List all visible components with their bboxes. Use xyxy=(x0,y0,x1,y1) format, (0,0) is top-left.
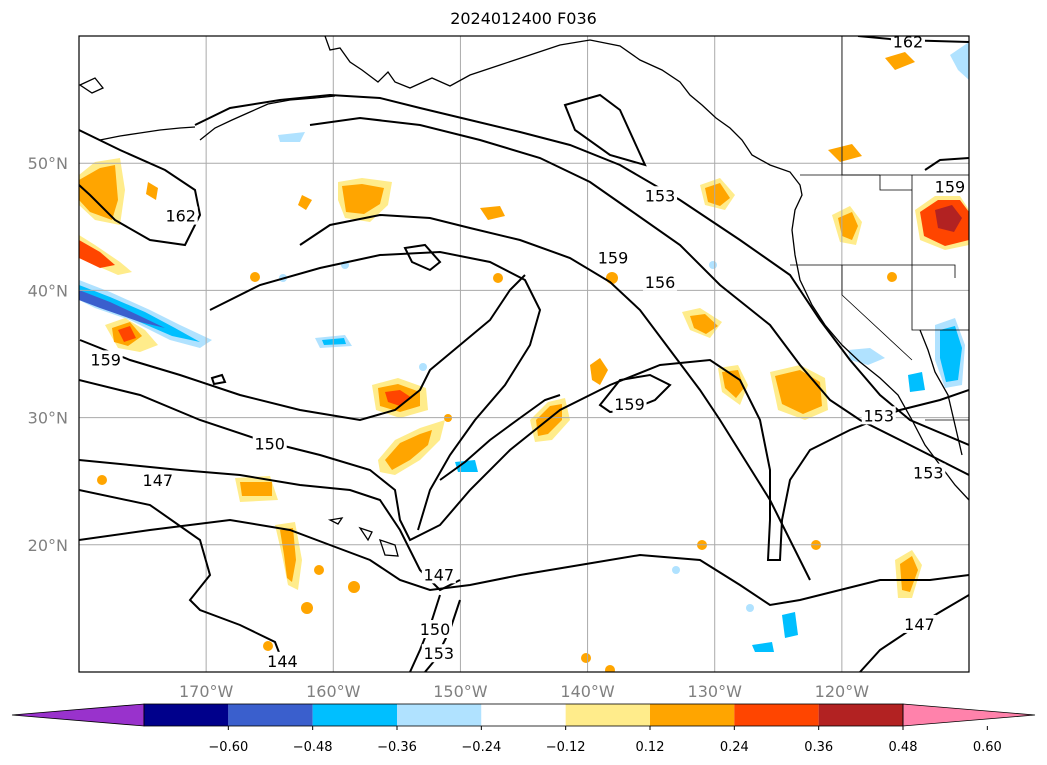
contour-label: 153 xyxy=(863,406,894,425)
height-contours xyxy=(79,36,969,672)
contour-label: 153 xyxy=(913,464,944,483)
contour-label: 147 xyxy=(424,565,455,584)
contour-label: 159 xyxy=(935,177,966,196)
lat-label: 30°N xyxy=(28,409,68,428)
contour-label-bg xyxy=(612,394,647,413)
contour-label: 159 xyxy=(614,395,645,414)
contour-label-bg xyxy=(911,463,946,482)
lon-label: 120°W xyxy=(815,682,870,701)
contour-label: 147 xyxy=(143,471,174,490)
contour-label-bg xyxy=(418,620,452,639)
colorbar-segment xyxy=(228,704,313,726)
contour-label-bg xyxy=(643,272,678,291)
contour-label-bg xyxy=(932,177,967,196)
contour-label: 162 xyxy=(165,207,196,226)
colorbar-tick-label: 0.36 xyxy=(804,740,833,755)
contour-label-bg xyxy=(265,651,300,670)
contour-label: 159 xyxy=(598,249,629,268)
colorbar-tick-label: 0.48 xyxy=(889,740,918,755)
colorbar-frame xyxy=(143,703,904,727)
contour-label: 153 xyxy=(645,186,676,205)
colorbar-segment xyxy=(565,704,650,726)
colorbar-tick-label: −0.36 xyxy=(377,740,417,755)
contour-label-bg xyxy=(421,565,456,584)
plot-frame xyxy=(78,35,970,673)
longitude-labels: 170°W 160°W 150°W 140°W 130°W 120°W xyxy=(179,682,869,701)
contour-label: 144 xyxy=(267,652,298,671)
contour-labels: 162 162 153 159 159 156 159 159 150 147 153 153 147 1… xyxy=(88,32,967,671)
colorbar-tick-label: 0.24 xyxy=(720,740,749,755)
lon-label: 160°W xyxy=(306,682,361,701)
contour-label-bg xyxy=(902,614,937,633)
contour-label-bg xyxy=(88,350,123,369)
colorbar-tick-label: −0.60 xyxy=(208,740,248,755)
colorbar-segment xyxy=(818,704,903,726)
contour-label: 156 xyxy=(645,273,676,292)
colorbar-extend-low xyxy=(11,703,145,727)
lon-label: 170°W xyxy=(179,682,234,701)
political-borders xyxy=(790,36,969,421)
lon-label: 150°W xyxy=(433,682,488,701)
contour-label-bg xyxy=(421,644,456,663)
lat-label: 20°N xyxy=(28,536,68,555)
coastlines xyxy=(79,36,969,557)
colorbar-segment xyxy=(144,704,229,726)
contour-label-bg xyxy=(890,36,925,51)
colorbar-segment xyxy=(734,704,819,726)
colorbar-segment xyxy=(481,704,566,726)
colorbar-extend-high xyxy=(902,703,1036,727)
contour-label-bg xyxy=(861,406,896,425)
lon-label: 140°W xyxy=(560,682,615,701)
lat-label: 50°N xyxy=(28,154,68,173)
contour-label-bg xyxy=(163,206,198,225)
map-title: 2024012400 F036 xyxy=(450,9,597,28)
contour-label: 150 xyxy=(420,620,451,639)
contour-label-bg xyxy=(643,186,678,205)
lon-label: 130°W xyxy=(688,682,743,701)
contour-label-bg xyxy=(140,471,175,490)
colorbar-segment xyxy=(650,704,735,726)
contour-label-bg xyxy=(252,434,287,453)
contour-label: 159 xyxy=(90,350,121,369)
colorbar-segment xyxy=(397,704,482,726)
contour-label: 147 xyxy=(904,615,935,634)
latitude-labels: 50°N 40°N 30°N 20°N xyxy=(28,154,68,555)
colorbar-tick-label: 0.12 xyxy=(636,740,665,755)
contour-label: 150 xyxy=(254,434,285,453)
lat-label: 40°N xyxy=(28,281,68,300)
contour-label: 162 xyxy=(893,32,924,51)
colorbar-tick-label: −0.48 xyxy=(293,740,333,755)
colorbar-tick-label: −0.12 xyxy=(546,740,586,755)
shaded-anomalies xyxy=(79,42,969,672)
colorbar-segment xyxy=(312,704,397,726)
contour-label-bg xyxy=(596,248,630,267)
colorbar-tick-label: −0.24 xyxy=(461,740,501,755)
colorbar-tick-label: 0.60 xyxy=(973,740,1002,755)
contour-label: 153 xyxy=(424,644,455,663)
colorbar: −0.60 −0.48 −0.36 −0.24 −0.12 0.12 0.24 0.36 0.4… xyxy=(11,703,1036,755)
